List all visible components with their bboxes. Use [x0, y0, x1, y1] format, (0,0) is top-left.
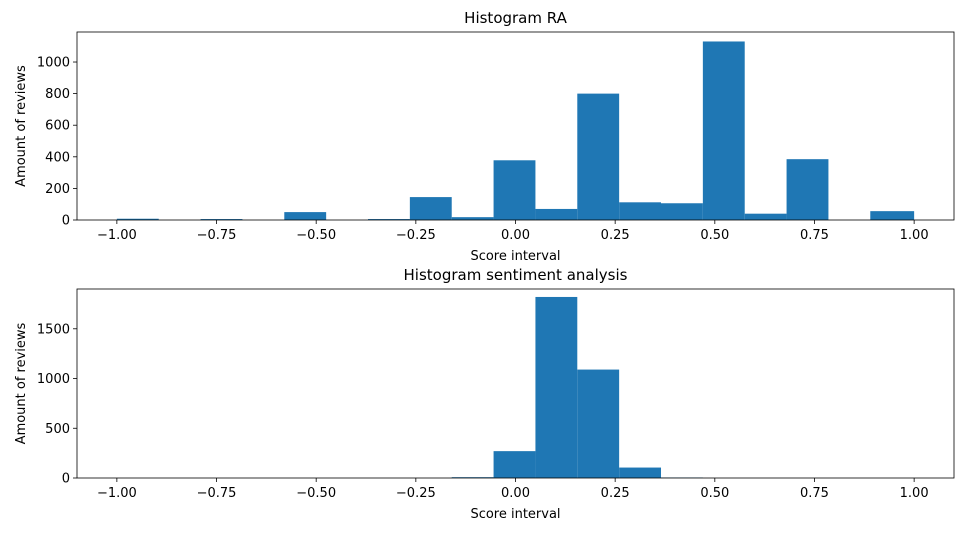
histogram-bar — [619, 468, 661, 478]
x-tick-label: −1.00 — [97, 228, 137, 243]
histogram-bar — [494, 451, 536, 478]
x-tick-label: −0.25 — [396, 228, 436, 243]
x-tick-label: 0.00 — [501, 228, 530, 243]
chart-histogram-sentiment: −1.00 −0.75 −0.50 −0.25 0.00 0.25 0.50 0.75 1.00… — [14, 266, 954, 522]
histogram-bar — [452, 217, 494, 220]
y-tick-label: 600 — [45, 119, 70, 134]
histogram-bar — [870, 211, 914, 220]
histogram-bar — [787, 159, 829, 220]
y-axis-label: Amount of reviews — [14, 65, 29, 187]
y-tick-label: 1000 — [37, 372, 70, 387]
x-tick-label: 0.75 — [800, 486, 829, 501]
histogram-bar — [661, 203, 703, 220]
chart-title: Histogram sentiment analysis — [404, 266, 628, 284]
x-tick-label: 0.00 — [501, 486, 530, 501]
histogram-bar — [494, 160, 536, 220]
y-tick-label: 200 — [45, 182, 70, 197]
chart-title: Histogram RA — [464, 9, 567, 27]
histogram-bar — [410, 197, 452, 220]
x-tick-label: 1.00 — [900, 486, 929, 501]
histogram-bar — [745, 214, 787, 220]
histogram-bar — [577, 94, 619, 220]
x-tick-label: 0.50 — [700, 228, 729, 243]
x-tick-label: 0.50 — [700, 486, 729, 501]
x-axis-label: Score interval — [470, 249, 560, 264]
y-tick-label: 1000 — [37, 56, 70, 71]
histogram-bar — [619, 202, 661, 220]
histogram-bar — [535, 297, 577, 478]
y-tick-label: 500 — [45, 422, 70, 437]
y-axis-label: Amount of reviews — [14, 322, 29, 444]
y-tick-label: 400 — [45, 150, 70, 165]
x-tick-label: −0.50 — [296, 228, 336, 243]
x-tick-label: 1.00 — [900, 228, 929, 243]
histogram-bar — [284, 212, 326, 220]
x-tick-label: −0.75 — [197, 228, 237, 243]
x-tick-label: −0.25 — [396, 486, 436, 501]
x-tick-label: 0.25 — [601, 228, 630, 243]
histogram-bar — [535, 209, 577, 220]
y-tick-label: 1500 — [37, 322, 70, 337]
plot-frame — [77, 289, 954, 478]
y-tick-label: 0 — [62, 472, 70, 487]
histogram-bar — [577, 370, 619, 478]
x-tick-label: −1.00 — [97, 486, 137, 501]
y-tick-label: 800 — [45, 87, 70, 102]
histogram-bar — [703, 41, 745, 220]
y-tick-label: 0 — [62, 214, 70, 229]
x-tick-label: −0.50 — [296, 486, 336, 501]
x-tick-label: −0.75 — [197, 486, 237, 501]
x-axis-label: Score interval — [470, 507, 560, 522]
x-tick-label: 0.25 — [601, 486, 630, 501]
x-tick-label: 0.75 — [800, 228, 829, 243]
chart-histogram-ra: −1.00 −0.75 −0.50 −0.25 0.00 0.25 0.50 0.75 1.00… — [14, 9, 954, 264]
